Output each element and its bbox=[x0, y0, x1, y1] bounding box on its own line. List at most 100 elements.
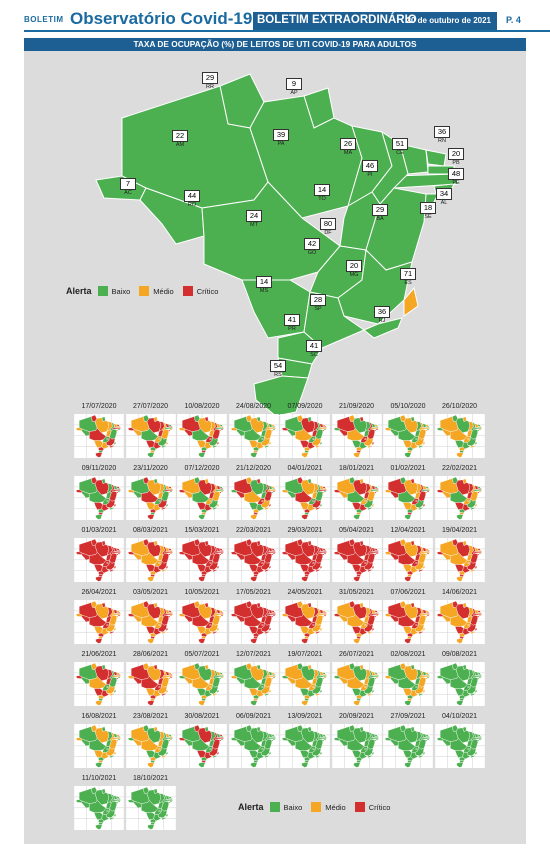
thumb-state-df bbox=[260, 562, 263, 564]
thumb-state-se bbox=[322, 739, 325, 742]
thumb-state-se bbox=[270, 677, 274, 680]
thumb-state-to bbox=[466, 677, 472, 686]
thumb-state-df bbox=[466, 686, 469, 688]
thumb-state-to bbox=[208, 677, 215, 686]
legend-swatch-medio-bottom bbox=[311, 802, 322, 812]
thumb-state-rr bbox=[91, 538, 97, 546]
thumb-state-rn bbox=[477, 548, 481, 551]
thumb-state-pr bbox=[252, 570, 259, 576]
thumb-state-rn bbox=[168, 610, 172, 613]
timeline-thumb: 12/07/2021 bbox=[225, 651, 283, 706]
thumb-state-rr bbox=[194, 724, 200, 732]
timeline-thumb: 14/06/2021 bbox=[431, 589, 489, 644]
thumb-state-ac bbox=[230, 427, 237, 431]
thumb-state-rr bbox=[245, 662, 252, 670]
thumb-state-rj bbox=[108, 816, 115, 820]
thumb-state-ac bbox=[281, 613, 289, 617]
thumb-state-ap bbox=[204, 540, 209, 546]
thumb-state-pr bbox=[407, 632, 414, 638]
timeline-date: 12/04/2021 bbox=[390, 527, 426, 534]
state-label-pb: 20 PB bbox=[448, 148, 464, 167]
timeline-date: 09/11/2020 bbox=[81, 465, 117, 472]
thumb-state-ap bbox=[461, 540, 467, 546]
legend-swatch-critico bbox=[182, 286, 193, 296]
thumb-state-ap bbox=[255, 602, 261, 608]
thumb-state-rn bbox=[116, 548, 120, 551]
thumb-state-es bbox=[371, 689, 374, 694]
thumb-state-pb bbox=[271, 612, 276, 614]
thumb-state-rn bbox=[168, 796, 172, 799]
thumb-state-ac bbox=[230, 613, 237, 617]
timeline-thumb: 26/07/2021 bbox=[328, 651, 386, 706]
timeline-map bbox=[74, 600, 124, 644]
thumb-state-to bbox=[414, 677, 421, 686]
thumb-state-ap bbox=[410, 602, 415, 608]
thumb-state-to bbox=[105, 553, 112, 562]
thumb-state-ac bbox=[384, 737, 392, 741]
thumb-state-ac bbox=[75, 613, 83, 617]
thumb-state-sc bbox=[252, 573, 258, 577]
state-rj bbox=[363, 317, 403, 339]
thumb-state-pr bbox=[252, 632, 259, 638]
timeline-map bbox=[177, 476, 227, 520]
thumb-state-rr bbox=[194, 600, 200, 608]
timeline-date: 24/05/2021 bbox=[287, 589, 323, 596]
thumb-state-es bbox=[319, 689, 323, 694]
thumb-state-to bbox=[363, 615, 369, 624]
thumb-state-se bbox=[270, 491, 274, 494]
thumb-state-rr bbox=[245, 600, 252, 608]
thumb-state-rn bbox=[322, 610, 326, 613]
timeline-thumb: 24/08/2020 bbox=[225, 403, 283, 458]
state-value: 14 bbox=[314, 184, 330, 196]
timeline-thumb: 06/09/2021 bbox=[225, 713, 283, 768]
thumb-state-rr bbox=[194, 476, 200, 484]
thumb-state-se bbox=[373, 429, 377, 432]
thumb-state-se bbox=[167, 429, 171, 432]
thumb-state-rn bbox=[425, 734, 429, 737]
thumb-state-pr bbox=[98, 818, 105, 824]
thumb-state-pr bbox=[149, 446, 156, 452]
thumb-state-es bbox=[319, 751, 323, 756]
thumb-state-ap bbox=[101, 478, 106, 484]
thumb-state-df bbox=[312, 686, 315, 688]
timeline-thumb: 23/11/2020 bbox=[122, 465, 180, 520]
timeline-date: 21/12/2020 bbox=[235, 465, 272, 472]
thumb-state-rj bbox=[263, 506, 269, 510]
thumb-state-es bbox=[371, 751, 374, 756]
thumb-state-sc bbox=[201, 573, 206, 577]
thumb-state-df bbox=[312, 562, 315, 564]
timeline-map bbox=[383, 724, 433, 768]
timeline-thumb: 02/08/2021 bbox=[379, 651, 437, 706]
thumb-state-se bbox=[425, 553, 428, 556]
state-label-pr: 41 PR bbox=[284, 314, 300, 333]
thumb-state-sc bbox=[98, 759, 103, 763]
thumb-state-rj bbox=[314, 444, 321, 448]
thumb-state-rr bbox=[194, 414, 200, 422]
thumb-state-pr bbox=[149, 818, 156, 824]
thumb-state-rr bbox=[400, 662, 406, 670]
state-value: 29 bbox=[372, 204, 388, 216]
thumb-state-rn bbox=[116, 734, 120, 737]
map-title: TAXA DE OCUPAÇÃO (%) DE LEITOS DE UTI CO… bbox=[24, 38, 526, 51]
state-value: 46 bbox=[362, 160, 378, 172]
thumb-state-sc bbox=[98, 635, 103, 639]
thumb-state-rj bbox=[160, 568, 166, 572]
thumb-state-rr bbox=[91, 786, 97, 794]
timeline-map bbox=[74, 724, 124, 768]
timeline-thumb: 31/05/2021 bbox=[328, 589, 386, 644]
thumb-state-ap bbox=[204, 416, 209, 422]
thumb-state-rj bbox=[108, 692, 115, 696]
state-abbrev: RN bbox=[438, 138, 446, 144]
thumb-state-es bbox=[216, 503, 220, 508]
thumb-state-se bbox=[476, 615, 480, 618]
thumb-state-rn bbox=[425, 610, 429, 613]
timeline-thumb: 08/03/2021 bbox=[122, 527, 180, 582]
state-label-pa: 39 PA bbox=[273, 129, 289, 148]
thumb-state-pr bbox=[201, 508, 208, 514]
timeline-date: 14/06/2021 bbox=[441, 589, 478, 596]
thumb-state-rr bbox=[142, 600, 149, 608]
thumb-state-rn bbox=[116, 796, 120, 799]
thumb-state-pr bbox=[201, 632, 208, 638]
thumb-state-se bbox=[476, 553, 480, 556]
thumb-state-pr bbox=[407, 508, 414, 514]
